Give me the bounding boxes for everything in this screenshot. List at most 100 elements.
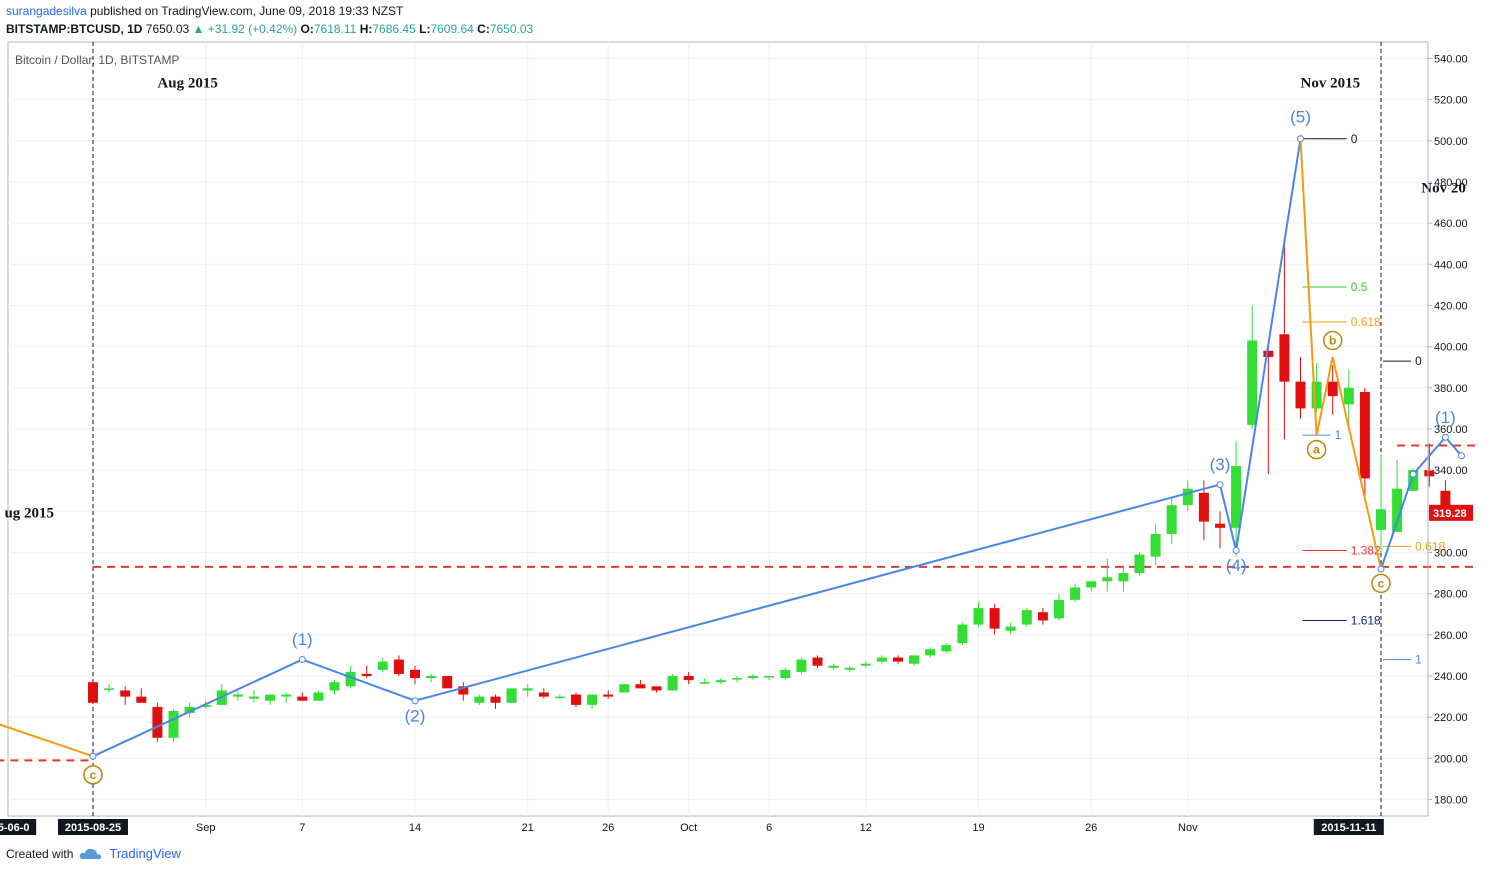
candle-body xyxy=(667,676,678,691)
x-date-marker-label: 2015-06-0 xyxy=(0,822,30,834)
publish-info: surangadesilva published on TradingView.… xyxy=(6,4,403,18)
candle-body xyxy=(651,686,662,691)
wave-point xyxy=(1377,565,1385,573)
candle-body xyxy=(1166,505,1177,534)
candle-body xyxy=(265,694,276,701)
fib-level-label: 0.618 xyxy=(1351,315,1381,329)
period-label: Nov 2015 xyxy=(1301,75,1361,91)
candle-body xyxy=(442,676,453,689)
y-tick-label: 400.00 xyxy=(1434,342,1468,354)
wave-label: (3) xyxy=(1210,455,1231,474)
candle-body xyxy=(683,676,694,681)
x-date-marker-label: 2015-11-11 xyxy=(1321,822,1376,834)
wave-point xyxy=(1458,452,1465,460)
fib-level-label: 0.5 xyxy=(1351,280,1368,294)
x-tick-label: 26 xyxy=(1085,822,1097,834)
y-tick-label: 520.00 xyxy=(1434,95,1468,107)
high-label: H: xyxy=(359,22,373,36)
price-change: +31.92 (+0.42%) xyxy=(207,22,298,36)
candle-body xyxy=(1021,610,1032,625)
x-tick-label: 6 xyxy=(766,822,772,834)
candle-body xyxy=(249,696,259,699)
candle-body xyxy=(1054,599,1064,619)
candle-body xyxy=(1295,381,1306,409)
impulse-wave-line-2 xyxy=(1380,435,1463,570)
candle-body xyxy=(1231,466,1242,528)
y-tick-label: 360.00 xyxy=(1434,424,1468,436)
y-tick-label: 380.00 xyxy=(1434,383,1468,395)
candle-body xyxy=(699,682,710,684)
candle-body xyxy=(1086,581,1097,588)
abc-label: a xyxy=(1313,443,1320,457)
candle-body xyxy=(232,694,243,697)
candle-body xyxy=(1182,488,1193,506)
candle-body xyxy=(104,688,115,690)
fib-level-label: 0 xyxy=(1415,354,1422,368)
candle-body xyxy=(393,659,404,674)
created-with-text: Created with xyxy=(6,846,74,861)
candle-body xyxy=(1118,573,1129,582)
candle-body xyxy=(957,624,968,644)
candle-body xyxy=(780,669,791,679)
candle-body xyxy=(490,696,501,703)
candle-body xyxy=(748,676,759,679)
candle-body xyxy=(828,665,839,668)
wave-point xyxy=(1297,135,1304,143)
tradingview-link[interactable]: TradingView xyxy=(109,846,181,861)
abc-circle xyxy=(83,765,103,785)
candle-body xyxy=(345,671,356,687)
candle-body xyxy=(1247,340,1258,425)
candle-body xyxy=(281,694,292,697)
close-value: 7650.03 xyxy=(489,22,534,36)
x-tick-label: Nov xyxy=(1178,822,1198,834)
abc-label: c xyxy=(90,768,97,782)
candle-body xyxy=(860,663,871,666)
candle-body xyxy=(715,680,726,683)
candle-body xyxy=(1440,490,1451,518)
y-tick-label: 420.00 xyxy=(1434,300,1468,312)
wave-point xyxy=(1409,470,1417,478)
x-tick-label: 19 xyxy=(972,822,984,834)
candle-body xyxy=(1150,533,1161,557)
open-label: O: xyxy=(300,22,314,36)
candle-body xyxy=(136,696,147,703)
x-tick-label: Oct xyxy=(680,822,697,834)
publisher-link[interactable]: surangadesilva xyxy=(6,4,87,18)
candle-body xyxy=(893,657,903,662)
candle-body xyxy=(876,657,887,662)
candle-body xyxy=(909,655,920,664)
y-tick-label: 460.00 xyxy=(1434,218,1468,230)
y-tick-label: 540.00 xyxy=(1434,53,1468,65)
candle-body xyxy=(764,676,775,678)
candle-body xyxy=(361,673,372,677)
candle-body xyxy=(989,608,1000,629)
candle-body xyxy=(1327,381,1338,397)
x-tick-label: 12 xyxy=(860,822,872,834)
candle-body xyxy=(973,608,984,625)
high-value: 7686.45 xyxy=(372,22,416,36)
candle-body xyxy=(796,659,807,672)
candle-body xyxy=(1037,612,1048,621)
y-tick-label: 340.00 xyxy=(1434,465,1468,477)
abc-circle xyxy=(1322,330,1343,351)
last-price-marker xyxy=(1429,504,1473,521)
fib-level-label: 0.618 xyxy=(1415,539,1445,553)
candle-body xyxy=(1263,350,1274,357)
candle-body xyxy=(1311,381,1322,409)
fib-level-label: 0 xyxy=(1351,132,1358,146)
wave-point xyxy=(1441,433,1449,441)
period-label: Aug 2015 xyxy=(157,75,217,91)
y-tick-label: 180.00 xyxy=(1434,795,1468,807)
close-label: C: xyxy=(477,22,490,36)
candle-body xyxy=(152,706,163,738)
candle-body xyxy=(474,696,485,703)
abc-wave-line xyxy=(1299,138,1382,570)
symbol-info: BITSTAMP:BTCUSD, 1D 7650.03 ▲ +31.92 (+0… xyxy=(6,22,533,36)
abc-label: c xyxy=(1378,576,1385,590)
last-price-label: 319.28 xyxy=(1433,508,1467,520)
fib-level-label: 1.382 xyxy=(1351,543,1381,557)
wave-label: (5) xyxy=(1290,107,1311,126)
candle-body xyxy=(1392,488,1403,532)
period-label: Nov 20 xyxy=(1421,180,1466,196)
